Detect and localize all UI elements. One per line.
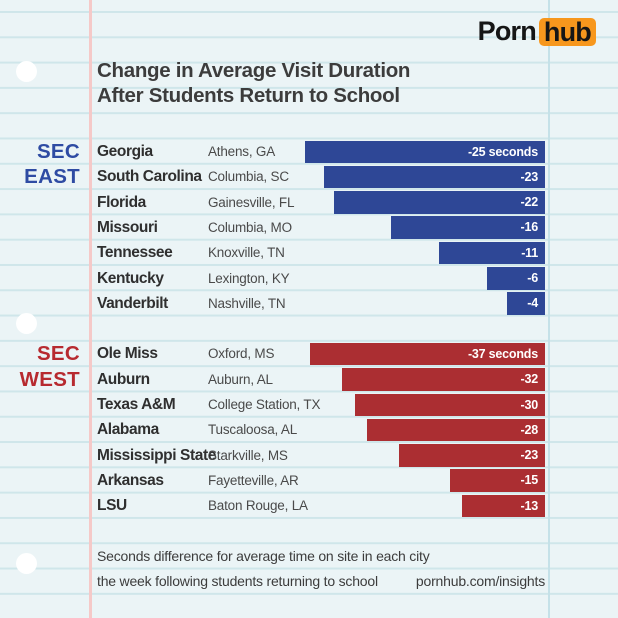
city-label: Gainesville, FL: [208, 194, 295, 210]
city-label: College Station, TX: [208, 397, 321, 412]
chart-row: South Carolina Columbia, SC -23: [0, 164, 618, 189]
chart-row: Alabama Tuscaloosa, AL -28: [0, 417, 618, 442]
city-label: Nashville, TN: [208, 295, 286, 311]
school-name: Arkansas: [97, 471, 164, 489]
chart-row: Florida Gainesville, FL -22: [0, 190, 618, 215]
footnote: Seconds difference for average time on s…: [97, 544, 430, 595]
value-bar: -23: [398, 444, 545, 467]
chart-row: Mississippi State Starkville, MS -23: [0, 443, 618, 468]
value-bar: -6: [487, 267, 545, 290]
value-bar: -25 seconds: [305, 140, 545, 163]
bar-value-label: -15: [520, 473, 539, 488]
bar-value-label: -25 seconds: [467, 144, 538, 159]
school-name: Vanderbilt: [97, 294, 168, 312]
notebook-margin-line-right: [548, 0, 550, 618]
pornhub-logo: Porn hub: [478, 16, 596, 47]
bar-value-label: -32: [520, 372, 539, 387]
hole-punch: [16, 553, 37, 574]
chart-row: Auburn Auburn, AL -32: [0, 367, 618, 392]
school-name: Missouri: [97, 218, 158, 236]
value-bar: -15: [449, 469, 545, 492]
city-label: Fayetteville, AR: [208, 472, 299, 488]
bar-value-label: -23: [520, 448, 539, 463]
city-label: Columbia, MO: [208, 219, 292, 235]
value-bar: -4: [506, 292, 545, 315]
section-label-line: WEST: [19, 367, 80, 391]
school-name: Tennessee: [97, 244, 173, 262]
footnote-line1: Seconds difference for average time on s…: [97, 547, 430, 564]
chart-row: Vanderbilt Nashville, TN -4: [0, 291, 618, 316]
bar-value-label: -28: [520, 422, 539, 437]
section-label-sec-west: SEC WEST: [0, 341, 80, 392]
bar-value-label: -6: [527, 271, 538, 285]
city-label: Auburn, AL: [208, 371, 273, 387]
value-bar: -30: [354, 393, 545, 416]
city-label: Baton Rouge, LA: [208, 498, 308, 514]
chart-row: Tennessee Knoxville, TN -11: [0, 240, 618, 265]
value-bar: -32: [341, 368, 545, 391]
bar-value-label: -37 seconds: [467, 346, 538, 361]
hole-punch: [16, 313, 37, 334]
section-label-line: SEC: [36, 342, 80, 366]
bar-value-label: -22: [520, 195, 539, 210]
bar-value-label: -16: [520, 220, 539, 235]
city-label: Oxford, MS: [208, 346, 275, 362]
value-bar: -11: [439, 241, 545, 265]
footnote-line2: the week following students returning to…: [97, 572, 378, 589]
city-label: Columbia, SC: [208, 169, 289, 185]
section-label-sec-east: SEC EAST: [0, 139, 80, 190]
school-name: Ole Miss: [97, 345, 158, 363]
value-bar: -28: [367, 418, 545, 442]
value-bar: -13: [462, 494, 545, 518]
school-name: South Carolina: [97, 168, 202, 186]
value-bar: -37 seconds: [310, 342, 545, 366]
school-name: Alabama: [97, 421, 159, 439]
value-bar: -16: [391, 216, 545, 239]
school-name: Texas A&M: [97, 396, 176, 413]
value-bar: -23: [324, 165, 545, 189]
page-title-line2: After Students Return to School: [97, 84, 400, 108]
chart-row: Ole Miss Oxford, MS -37 seconds: [0, 341, 618, 366]
city-label: Lexington, KY: [208, 270, 290, 286]
section-label-line: EAST: [24, 165, 80, 189]
school-name: Georgia: [97, 143, 153, 160]
chart-row: LSU Baton Rouge, LA -13: [0, 493, 618, 518]
chart-row: Kentucky Lexington, KY -6: [0, 266, 618, 291]
chart-row: Arkansas Fayetteville, AR -15: [0, 468, 618, 493]
hole-punch: [16, 61, 37, 82]
logo-text-porn: Porn: [477, 16, 537, 46]
school-name: LSU: [97, 497, 127, 515]
city-label: Starkville, MS: [208, 447, 288, 463]
chart-row: Missouri Columbia, MO -16: [0, 215, 618, 240]
bar-value-label: -4: [527, 296, 538, 311]
notebook-margin-line-left: [89, 0, 92, 618]
bar-value-label: -30: [520, 397, 539, 412]
school-name: Florida: [97, 193, 146, 211]
section-label-line: SEC: [36, 140, 80, 163]
bar-value-label: -23: [520, 169, 539, 184]
school-name: Kentucky: [97, 269, 164, 287]
page-title: Change in Average Visit Duration After S…: [97, 58, 410, 109]
bar-value-label: -13: [520, 498, 539, 513]
chart-row: Texas A&M College Station, TX -30: [0, 392, 618, 417]
school-name: Mississippi State: [97, 446, 216, 464]
city-label: Knoxville, TN: [208, 245, 285, 261]
insights-url: pornhub.com/insights: [415, 573, 545, 589]
city-label: Tuscaloosa, AL: [208, 422, 298, 438]
value-bar: -22: [333, 191, 545, 214]
school-name: Auburn: [97, 370, 150, 388]
city-label: Athens, GA: [208, 144, 276, 159]
chart-row: Georgia Athens, GA -25 seconds: [0, 139, 618, 164]
bar-value-label: -11: [521, 245, 538, 260]
logo-text-hub: hub: [538, 17, 596, 46]
page-title-line1: Change in Average Visit Duration: [97, 59, 411, 82]
